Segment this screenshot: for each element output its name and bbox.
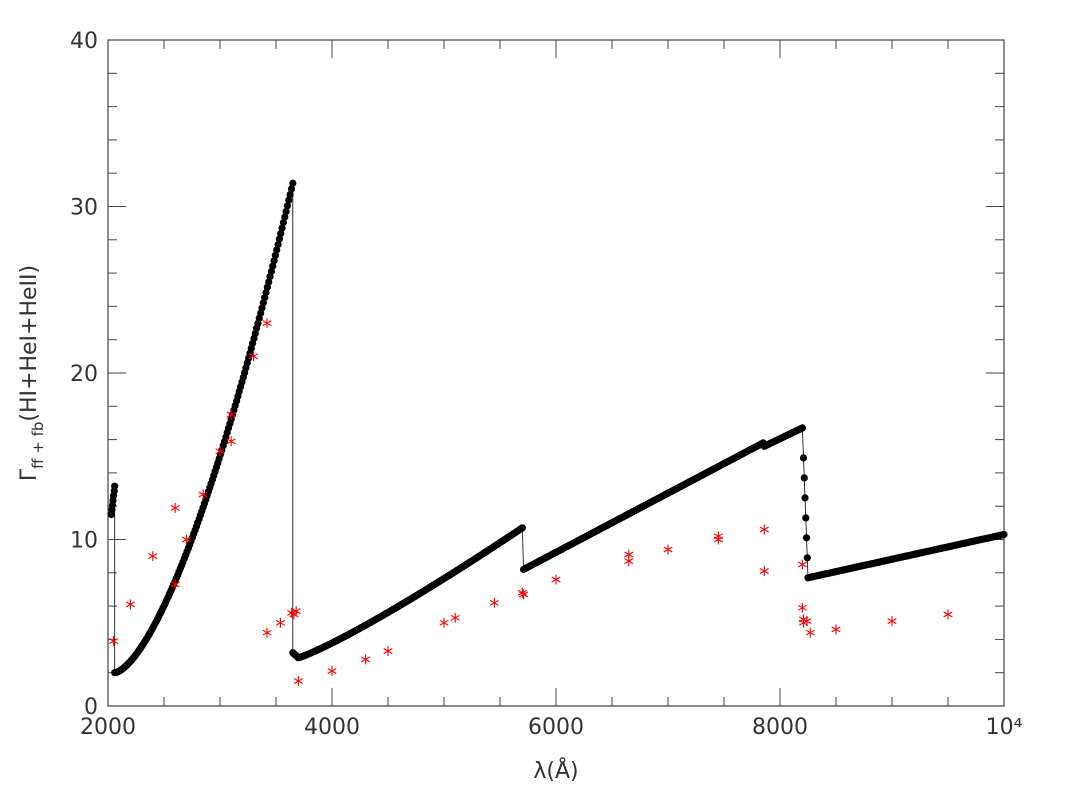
model-point — [270, 257, 278, 265]
model-point — [275, 235, 283, 243]
y-axis-label-main: Γ — [17, 468, 42, 481]
model-point — [277, 230, 285, 238]
star-point — [489, 597, 499, 608]
model-point — [274, 240, 282, 249]
model-point — [279, 218, 287, 227]
y-tick-label: 40 — [70, 29, 98, 54]
x-tick-label: 10⁴ — [986, 715, 1023, 740]
star-point — [713, 531, 723, 542]
star-point — [226, 436, 236, 447]
model-point — [271, 251, 279, 259]
star-point — [450, 612, 460, 623]
star-point — [275, 617, 286, 628]
star-point — [797, 559, 807, 570]
star-point — [831, 624, 841, 635]
x-tick-label: 6000 — [528, 715, 584, 740]
star-point — [361, 654, 371, 665]
star-point — [293, 676, 303, 686]
model-point — [283, 202, 291, 210]
star-point — [802, 616, 812, 627]
model-point — [278, 224, 286, 232]
star-point — [943, 609, 953, 620]
model-point — [803, 554, 811, 562]
star-point — [551, 574, 561, 585]
model-point — [287, 185, 296, 193]
star-point — [439, 617, 449, 628]
star-point — [759, 524, 769, 535]
star-point — [198, 489, 208, 500]
star-point — [887, 616, 897, 627]
y-axis-label-subscript: ff + fb — [29, 422, 47, 469]
star-point — [109, 636, 119, 647]
star-point — [148, 551, 158, 562]
y-axis-label: Γff + fb(HI+HeI+HeII) — [17, 265, 47, 481]
star-points — [109, 318, 953, 686]
model-point — [798, 424, 807, 432]
model-curve — [111, 183, 1005, 674]
model-line — [111, 183, 1005, 674]
model-point — [289, 179, 297, 187]
x-tick-label: 8000 — [752, 715, 808, 740]
x-tick-label: 4000 — [304, 715, 360, 740]
model-point — [801, 494, 809, 502]
model-points — [107, 179, 1008, 677]
star-point — [805, 627, 815, 638]
star-point — [327, 666, 337, 676]
star-point — [181, 534, 191, 545]
star-point — [663, 544, 673, 555]
y-tick-label: 30 — [70, 196, 98, 221]
model-point — [286, 191, 294, 199]
model-point — [1000, 530, 1008, 539]
model-point — [281, 213, 289, 221]
star-point — [518, 589, 529, 600]
model-point — [273, 246, 281, 254]
star-point — [249, 351, 259, 362]
model-point — [802, 514, 810, 522]
star-point — [262, 627, 272, 638]
x-axis-label: λ(Å) — [533, 757, 578, 784]
star-point — [797, 602, 807, 613]
model-point — [800, 474, 808, 482]
star-point — [170, 579, 180, 590]
y-tick-label: 20 — [70, 362, 98, 387]
x-tick-label: 2000 — [80, 715, 136, 740]
star-point — [125, 599, 135, 610]
star-point — [226, 409, 236, 420]
model-point — [518, 524, 527, 532]
star-point — [291, 606, 301, 617]
model-point — [111, 482, 119, 490]
star-point — [517, 587, 527, 598]
star-point — [215, 446, 225, 457]
star-point — [624, 549, 634, 560]
y-axis-label-rest: (HI+HeI+HeII) — [17, 265, 42, 422]
star-point — [170, 502, 180, 513]
model-point — [269, 262, 277, 270]
tick-labels: 2000 4000 6000 8000 10⁴ 0 10 20 30 40 — [70, 29, 1023, 740]
star-point — [262, 318, 272, 329]
model-point — [802, 534, 811, 542]
star-point — [759, 566, 769, 577]
star-point — [289, 609, 299, 620]
model-point — [282, 207, 290, 215]
model-point — [799, 454, 808, 462]
star-point — [383, 646, 393, 657]
y-tick-label: 10 — [70, 529, 98, 554]
y-tick-label: 0 — [84, 695, 98, 720]
model-point — [285, 196, 293, 204]
